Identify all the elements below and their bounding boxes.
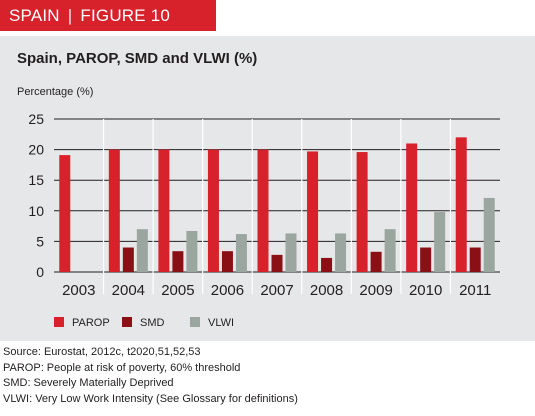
y-tick-label: 25 <box>28 111 44 127</box>
legend-label-vlwi: VLWI <box>208 317 234 329</box>
y-tick-label: 5 <box>36 233 44 249</box>
x-tick-label: 2007 <box>260 282 293 299</box>
bar-parop-2010 <box>406 143 418 272</box>
bar-vlwi-2011 <box>483 197 495 272</box>
x-tick-label: 2010 <box>409 282 442 299</box>
x-tick-label: 2011 <box>459 282 491 299</box>
country-label: SPAIN <box>9 5 60 25</box>
bar-smd-2008 <box>321 257 333 272</box>
bar-parop-2007 <box>257 149 269 272</box>
y-tick-label: 0 <box>36 264 44 280</box>
bar-smd-2007 <box>271 254 283 272</box>
bar-vlwi-2009 <box>384 229 396 272</box>
x-tick-label: 2009 <box>359 282 392 299</box>
bar-smd-2005 <box>172 251 184 272</box>
legend-label-parop: PAROP <box>72 317 110 329</box>
footnote-source: Source: Eurostat, 2012c, t2020,51,52,53 <box>3 346 201 358</box>
footnote-smd: SMD: Severely Materially Deprived <box>3 377 174 389</box>
bar-smd-2010 <box>420 247 432 272</box>
x-tick-label: 2006 <box>211 282 244 299</box>
x-tick-label: 2004 <box>112 282 145 299</box>
x-tick-label: 2005 <box>161 282 194 299</box>
bar-parop-2008 <box>307 151 319 272</box>
legend-swatch-parop <box>54 317 64 327</box>
bar-smd-2004 <box>122 247 134 272</box>
bar-parop-2006 <box>207 149 219 272</box>
bar-vlwi-2006 <box>235 234 247 272</box>
figure-number: FIGURE 10 <box>80 5 171 25</box>
bar-smd-2006 <box>221 251 233 272</box>
bar-smd-2009 <box>370 251 382 272</box>
bar-vlwi-2005 <box>186 230 198 272</box>
legend-label-smd: SMD <box>140 317 165 329</box>
legend-swatch-smd <box>122 317 132 327</box>
y-tick-label: 20 <box>28 142 44 158</box>
legend-swatch-vlwi <box>190 317 200 327</box>
bar-parop-2009 <box>356 152 368 272</box>
chart-panel: Spain, PAROP, SMD and VLWI (%) Percentag… <box>0 36 535 341</box>
bar-vlwi-2004 <box>136 229 148 272</box>
bar-parop-2003 <box>59 155 71 272</box>
bar-vlwi-2008 <box>335 233 347 272</box>
bar-vlwi-2007 <box>285 233 297 272</box>
bar-parop-2004 <box>108 149 120 272</box>
x-tick-label: 2008 <box>310 282 343 299</box>
bar-parop-2011 <box>455 137 467 272</box>
bar-vlwi-2010 <box>434 212 446 272</box>
footnote-parop: PAROP: People at risk of poverty, 60% th… <box>3 361 241 374</box>
figure-header: SPAIN | FIGURE 10 <box>0 0 216 31</box>
x-tick-label: 2003 <box>62 282 95 299</box>
header-separator: | <box>67 5 73 25</box>
bar-smd-2011 <box>469 247 481 272</box>
footnote-vlwi: VLWI: Very Low Work Intensity (See Gloss… <box>3 392 298 405</box>
chart-title: Spain, PAROP, SMD and VLWI (%) <box>17 50 258 67</box>
bar-chart: 0 5 10 15 20 25 2003 2004 2005 2006 2007 2008 2009 20… <box>28 111 500 329</box>
y-tick-label: 10 <box>28 203 44 219</box>
y-axis-label: Percentage (%) <box>17 86 94 98</box>
y-tick-label: 15 <box>28 172 44 188</box>
bar-parop-2005 <box>158 149 170 272</box>
footnotes: Source: Eurostat, 2012c, t2020,51,52,53 … <box>3 345 298 407</box>
